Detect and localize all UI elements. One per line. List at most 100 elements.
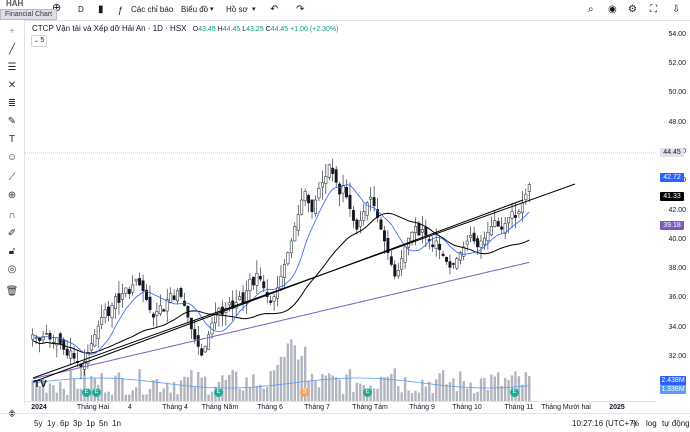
indicators-icon[interactable]: ƒ [118,5,124,15]
candle-body [245,290,248,304]
symbol-search[interactable]: HAH [6,0,24,8]
search-icon[interactable]: ⌕ [588,4,594,15]
candle-body [293,226,297,242]
volume-bar [176,394,179,401]
price-badge: 44.45 [660,148,684,157]
volume-bar [472,393,476,401]
volume-bar [397,386,400,401]
candle-body [514,215,517,218]
candle-body [448,261,452,268]
chart-menu-button[interactable]: Biểu đồ [181,5,209,14]
volume-bar [190,370,193,401]
redo-icon[interactable]: ↷ [296,4,305,15]
auto-toggle[interactable]: tự động [662,419,690,428]
volume-bar [166,382,169,401]
trend-line-lower [32,199,524,383]
chevron-down-icon[interactable]: ▾ [252,6,256,13]
event-marker[interactable]: E [92,388,101,397]
candle-body [351,209,355,221]
volume-bar [466,388,469,401]
fib-icon[interactable]: ≣ [7,98,17,109]
price-chart[interactable] [25,20,657,401]
range-button[interactable]: 1y [47,419,56,428]
volume-bar [155,379,159,401]
range-button[interactable]: 6p [60,419,69,428]
range-button[interactable]: 1n [112,419,121,428]
candle-body [324,176,328,184]
volume-bar [331,375,334,401]
magnet-icon[interactable]: ∩ [8,210,16,221]
camera-icon[interactable]: ◉ [608,4,617,15]
volume-bar [124,394,128,401]
event-marker[interactable]: E [363,388,372,397]
volume-bar [183,376,186,401]
volume-bar [376,388,379,401]
eye-icon[interactable]: ◎ [7,264,17,275]
volume-bar [524,372,528,401]
range-button[interactable]: 1p [86,419,95,428]
add-symbol-icon[interactable]: ⊕ [52,2,62,14]
lock-icon[interactable]: 🔓︎ [8,246,16,257]
lock-drawing-icon[interactable]: ✐ [7,228,17,239]
pitchfork-icon[interactable]: ✕ [7,80,17,91]
candle-body [341,185,345,194]
event-marker[interactable]: E [82,388,91,397]
candle-body [362,211,366,221]
volume-bar [355,382,359,401]
candle-body [72,353,76,359]
price-axis[interactable]: 54.0052.0050.0048.0046.0044.0042.0040.00… [658,20,690,401]
brush-icon[interactable]: ✎ [7,116,17,127]
candle-body [441,253,445,256]
interval-button[interactable]: D [78,5,84,14]
event-marker[interactable]: E [214,388,223,397]
save-icon[interactable]: ⇩ [672,4,681,15]
emoji-icon[interactable]: ☺ [6,152,18,163]
ruler-icon[interactable]: ⟋ [8,172,16,183]
candle-body [320,182,324,188]
candle-body [327,164,331,178]
volume-bar [234,371,238,401]
volume-bar [497,372,500,401]
candle-body [510,211,514,219]
time-axis[interactable]: 2024 Tháng Hai 4 Tháng 4 Tháng Năm Tháng 6 Thá… [25,401,657,414]
volume-bar [248,387,252,401]
volume-bar [290,339,293,401]
candle-body [365,202,369,216]
candle-body [431,244,435,248]
collapse-indicators-button[interactable]: ⌄ 5 [31,35,47,47]
percent-toggle[interactable]: % [632,419,640,428]
volume-bars [31,339,531,401]
profile-menu-button[interactable]: Hồ sơ [226,5,248,14]
volume-bar [486,389,490,401]
log-toggle[interactable]: log [646,419,657,428]
chevron-down-icon[interactable]: ▾ [210,6,214,13]
range-button[interactable]: 5y [34,419,43,428]
candle-body [62,339,66,350]
candle-body [379,219,383,230]
text-tool-icon[interactable]: T [8,134,16,145]
horizontal-lines-icon[interactable]: ☰ [7,62,17,73]
undo-icon[interactable]: ↶ [270,4,279,15]
volume-bar [445,384,448,401]
fullscreen-icon[interactable]: ⛶ [650,4,657,15]
crosshair-icon[interactable]: + [9,26,15,37]
time-tick: Tháng 7 [304,404,330,411]
volume-bar [269,371,272,401]
candle-body [438,243,442,251]
trash-icon[interactable]: 🗑︎ [5,286,19,297]
trend-line-icon[interactable]: ╱ [8,44,16,55]
candle-body [386,238,390,253]
volume-bar [383,377,386,401]
volume-bar [400,392,403,401]
range-button[interactable]: 3p [73,419,82,428]
indicators-button[interactable]: Các chỉ báo [131,5,174,14]
volume-bar [62,388,65,401]
volume-bar [517,376,521,401]
event-marker[interactable]: E [510,388,519,397]
volume-bar [279,356,283,401]
range-button[interactable]: 5n [99,419,108,428]
candle-type-icon[interactable]: ▮ [98,4,104,15]
gear-icon[interactable]: ⚙ [628,4,637,15]
event-marker[interactable]: S [300,388,309,397]
zoom-in-icon[interactable]: ⊕ [7,190,17,201]
